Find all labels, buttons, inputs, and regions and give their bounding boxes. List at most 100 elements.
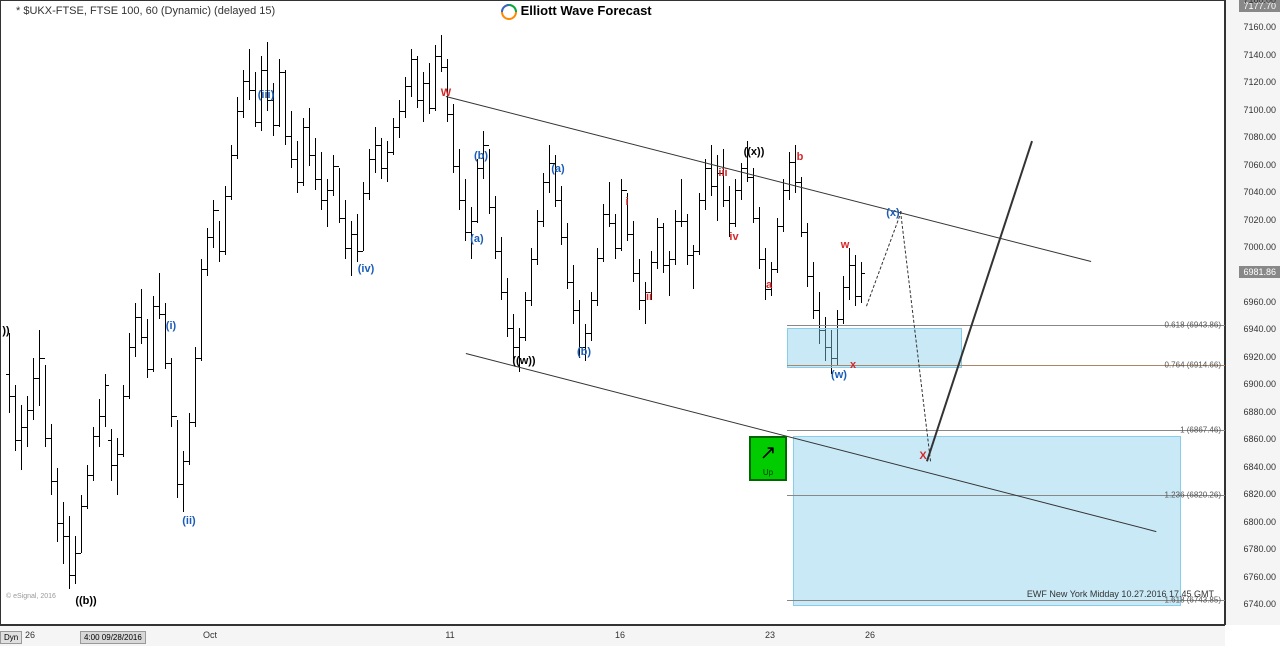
- wave-label: (a): [470, 233, 483, 245]
- fib-label: 1 (6867.46): [1180, 426, 1221, 435]
- ohlc-bar: [381, 138, 382, 179]
- ohlc-bar: [453, 104, 454, 173]
- ohlc-bar: [759, 207, 760, 269]
- ohlc-bar: [405, 77, 406, 118]
- ohlc-bar: [45, 365, 46, 447]
- wave-label: (b): [577, 346, 591, 358]
- current-price-flag: 6981.86: [1239, 266, 1280, 278]
- ohlc-bar: [369, 149, 370, 200]
- ohlc-bar: [87, 465, 88, 509]
- ohlc-bar: [615, 214, 616, 259]
- ohlc-bar: [9, 333, 10, 413]
- wave-label: i: [625, 196, 628, 208]
- wave-label: w: [841, 239, 850, 251]
- date-box: 4:00 09/28/2016: [80, 631, 146, 644]
- up-arrow-box: ↗ Up: [749, 436, 787, 481]
- y-tick: 6880.00: [1243, 407, 1276, 417]
- wave-label: x: [850, 359, 856, 371]
- y-tick: 6900.00: [1243, 379, 1276, 389]
- ohlc-bar: [603, 204, 604, 262]
- ohlc-bar: [51, 424, 52, 495]
- ohlc-bar: [663, 223, 664, 272]
- ohlc-bar: [633, 221, 634, 283]
- y-tick: 6920.00: [1243, 352, 1276, 362]
- wave-label: X: [919, 450, 926, 462]
- ohlc-bar: [573, 265, 574, 324]
- up-arrow-icon: ↗: [751, 438, 785, 468]
- ohlc-bar: [147, 319, 148, 378]
- ohlc-bar: [207, 228, 208, 276]
- y-tick: 7120.00: [1243, 77, 1276, 87]
- ohlc-bar: [81, 495, 82, 553]
- ohlc-bar: [387, 141, 388, 182]
- ohlc-bar: [345, 200, 346, 259]
- ohlc-bar: [501, 237, 502, 300]
- ohlc-bar: [849, 248, 850, 300]
- ohlc-bar: [699, 193, 700, 255]
- y-tick: 6780.00: [1243, 544, 1276, 554]
- ohlc-bar: [291, 111, 292, 169]
- ohlc-bar: [705, 159, 706, 210]
- dyn-label: Dyn: [0, 631, 22, 644]
- fib-label: 0.764 (6914.66): [1165, 361, 1222, 370]
- wave-label: (iii): [258, 89, 275, 101]
- y-tick: 6860.00: [1243, 434, 1276, 444]
- line: [866, 211, 902, 306]
- ohlc-bar: [843, 276, 844, 324]
- footer-text: EWF New York Midday 10.27.2016 17.45 GMT: [1027, 589, 1214, 599]
- ohlc-bar: [429, 63, 430, 114]
- wave-label: (x): [886, 207, 899, 219]
- ohlc-bar: [189, 413, 190, 465]
- ohlc-bar: [807, 223, 808, 286]
- ohlc-bar: [177, 420, 178, 498]
- ohlc-bar: [159, 273, 160, 320]
- ohlc-bar: [99, 399, 100, 447]
- ohlc-bar: [393, 118, 394, 155]
- x-axis: 26Oct11162326 Dyn 4:00 09/28/2016: [0, 625, 1225, 646]
- ohlc-bar: [687, 214, 688, 265]
- y-tick: 6940.00: [1243, 324, 1276, 334]
- ohlc-bar: [561, 186, 562, 245]
- y-tick: 7080.00: [1243, 132, 1276, 142]
- wave-label: ((b)): [75, 595, 96, 607]
- ohlc-bar: [411, 49, 412, 97]
- line: [926, 141, 1032, 461]
- ohlc-bar: [327, 179, 328, 227]
- ohlc-bar: [129, 333, 130, 399]
- ohlc-bar: [567, 223, 568, 289]
- fib-label: 0.618 (6943.86): [1165, 321, 1222, 330]
- ohlc-bar: [183, 451, 184, 511]
- ohlc-bar: [417, 56, 418, 108]
- ohlc-bar: [249, 49, 250, 100]
- y-tick: 6840.00: [1243, 462, 1276, 472]
- y-tick: 7100.00: [1243, 105, 1276, 115]
- y-tick: 6820.00: [1243, 489, 1276, 499]
- ohlc-bar: [123, 385, 124, 456]
- chart-area: 0.618 (6943.86) 0.764 (6914.66) 1 (6867.46…: [0, 0, 1225, 625]
- fib-line: [787, 325, 1226, 326]
- y-tick: 6800.00: [1243, 517, 1276, 527]
- ohlc-bar: [315, 138, 316, 190]
- ohlc-bar: [27, 396, 28, 447]
- target-zone: [787, 328, 962, 368]
- chart-title: * $UKX-FTSE, FTSE 100, 60 (Dynamic) (del…: [16, 5, 275, 17]
- ohlc-bar: [855, 255, 856, 306]
- ohlc-bar: [357, 214, 358, 262]
- ohlc-bar: [285, 70, 286, 146]
- wave-label: b: [797, 151, 804, 163]
- ohlc-bar: [423, 72, 424, 121]
- ohlc-bar: [21, 405, 22, 471]
- fib-line: [787, 600, 1226, 601]
- wave-label: iii: [718, 167, 727, 179]
- ohlc-bar: [693, 245, 694, 289]
- ohlc-bar: [237, 97, 238, 159]
- ohlc-bar: [477, 159, 478, 224]
- wave-label: (a): [551, 163, 564, 175]
- ohlc-bar: [39, 330, 40, 406]
- ohlc-bar: [513, 314, 514, 361]
- ohlc-bar: [783, 179, 784, 231]
- y-tick: 7020.00: [1243, 215, 1276, 225]
- ohlc-bar: [537, 210, 538, 265]
- y-tick: 7140.00: [1243, 50, 1276, 60]
- wave-label: W: [441, 87, 451, 99]
